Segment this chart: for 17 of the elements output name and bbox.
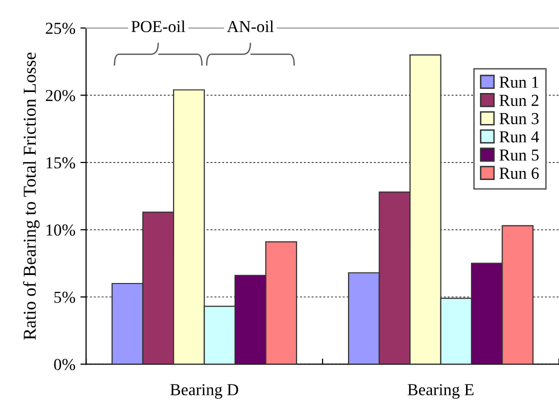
legend-label: Run 2 [499,94,538,106]
legend-label: Run 3 [499,113,539,124]
legend-label: Run 4 [499,131,540,142]
y-tick-label: 0% [54,358,76,370]
y-axis-title: Ratio of Bearing to Total Friction Losse [22,52,40,340]
y-tick-label: 25% [46,22,76,34]
y-tick-label: 10% [46,224,76,236]
x-tick-label: Bearing D [170,384,238,399]
y-tick-label: 5% [54,292,76,303]
annotation: POE-oil [131,20,186,32]
legend-label: Run 1 [499,76,538,88]
legend-label: Run 6 [499,168,539,179]
annotation: AN-oil [226,20,274,32]
legend-label: Run 5 [499,150,539,161]
y-tick-label: 20% [46,90,76,102]
y-tick-label: 15% [46,157,76,168]
x-tick-label: Bearing E [408,384,474,399]
